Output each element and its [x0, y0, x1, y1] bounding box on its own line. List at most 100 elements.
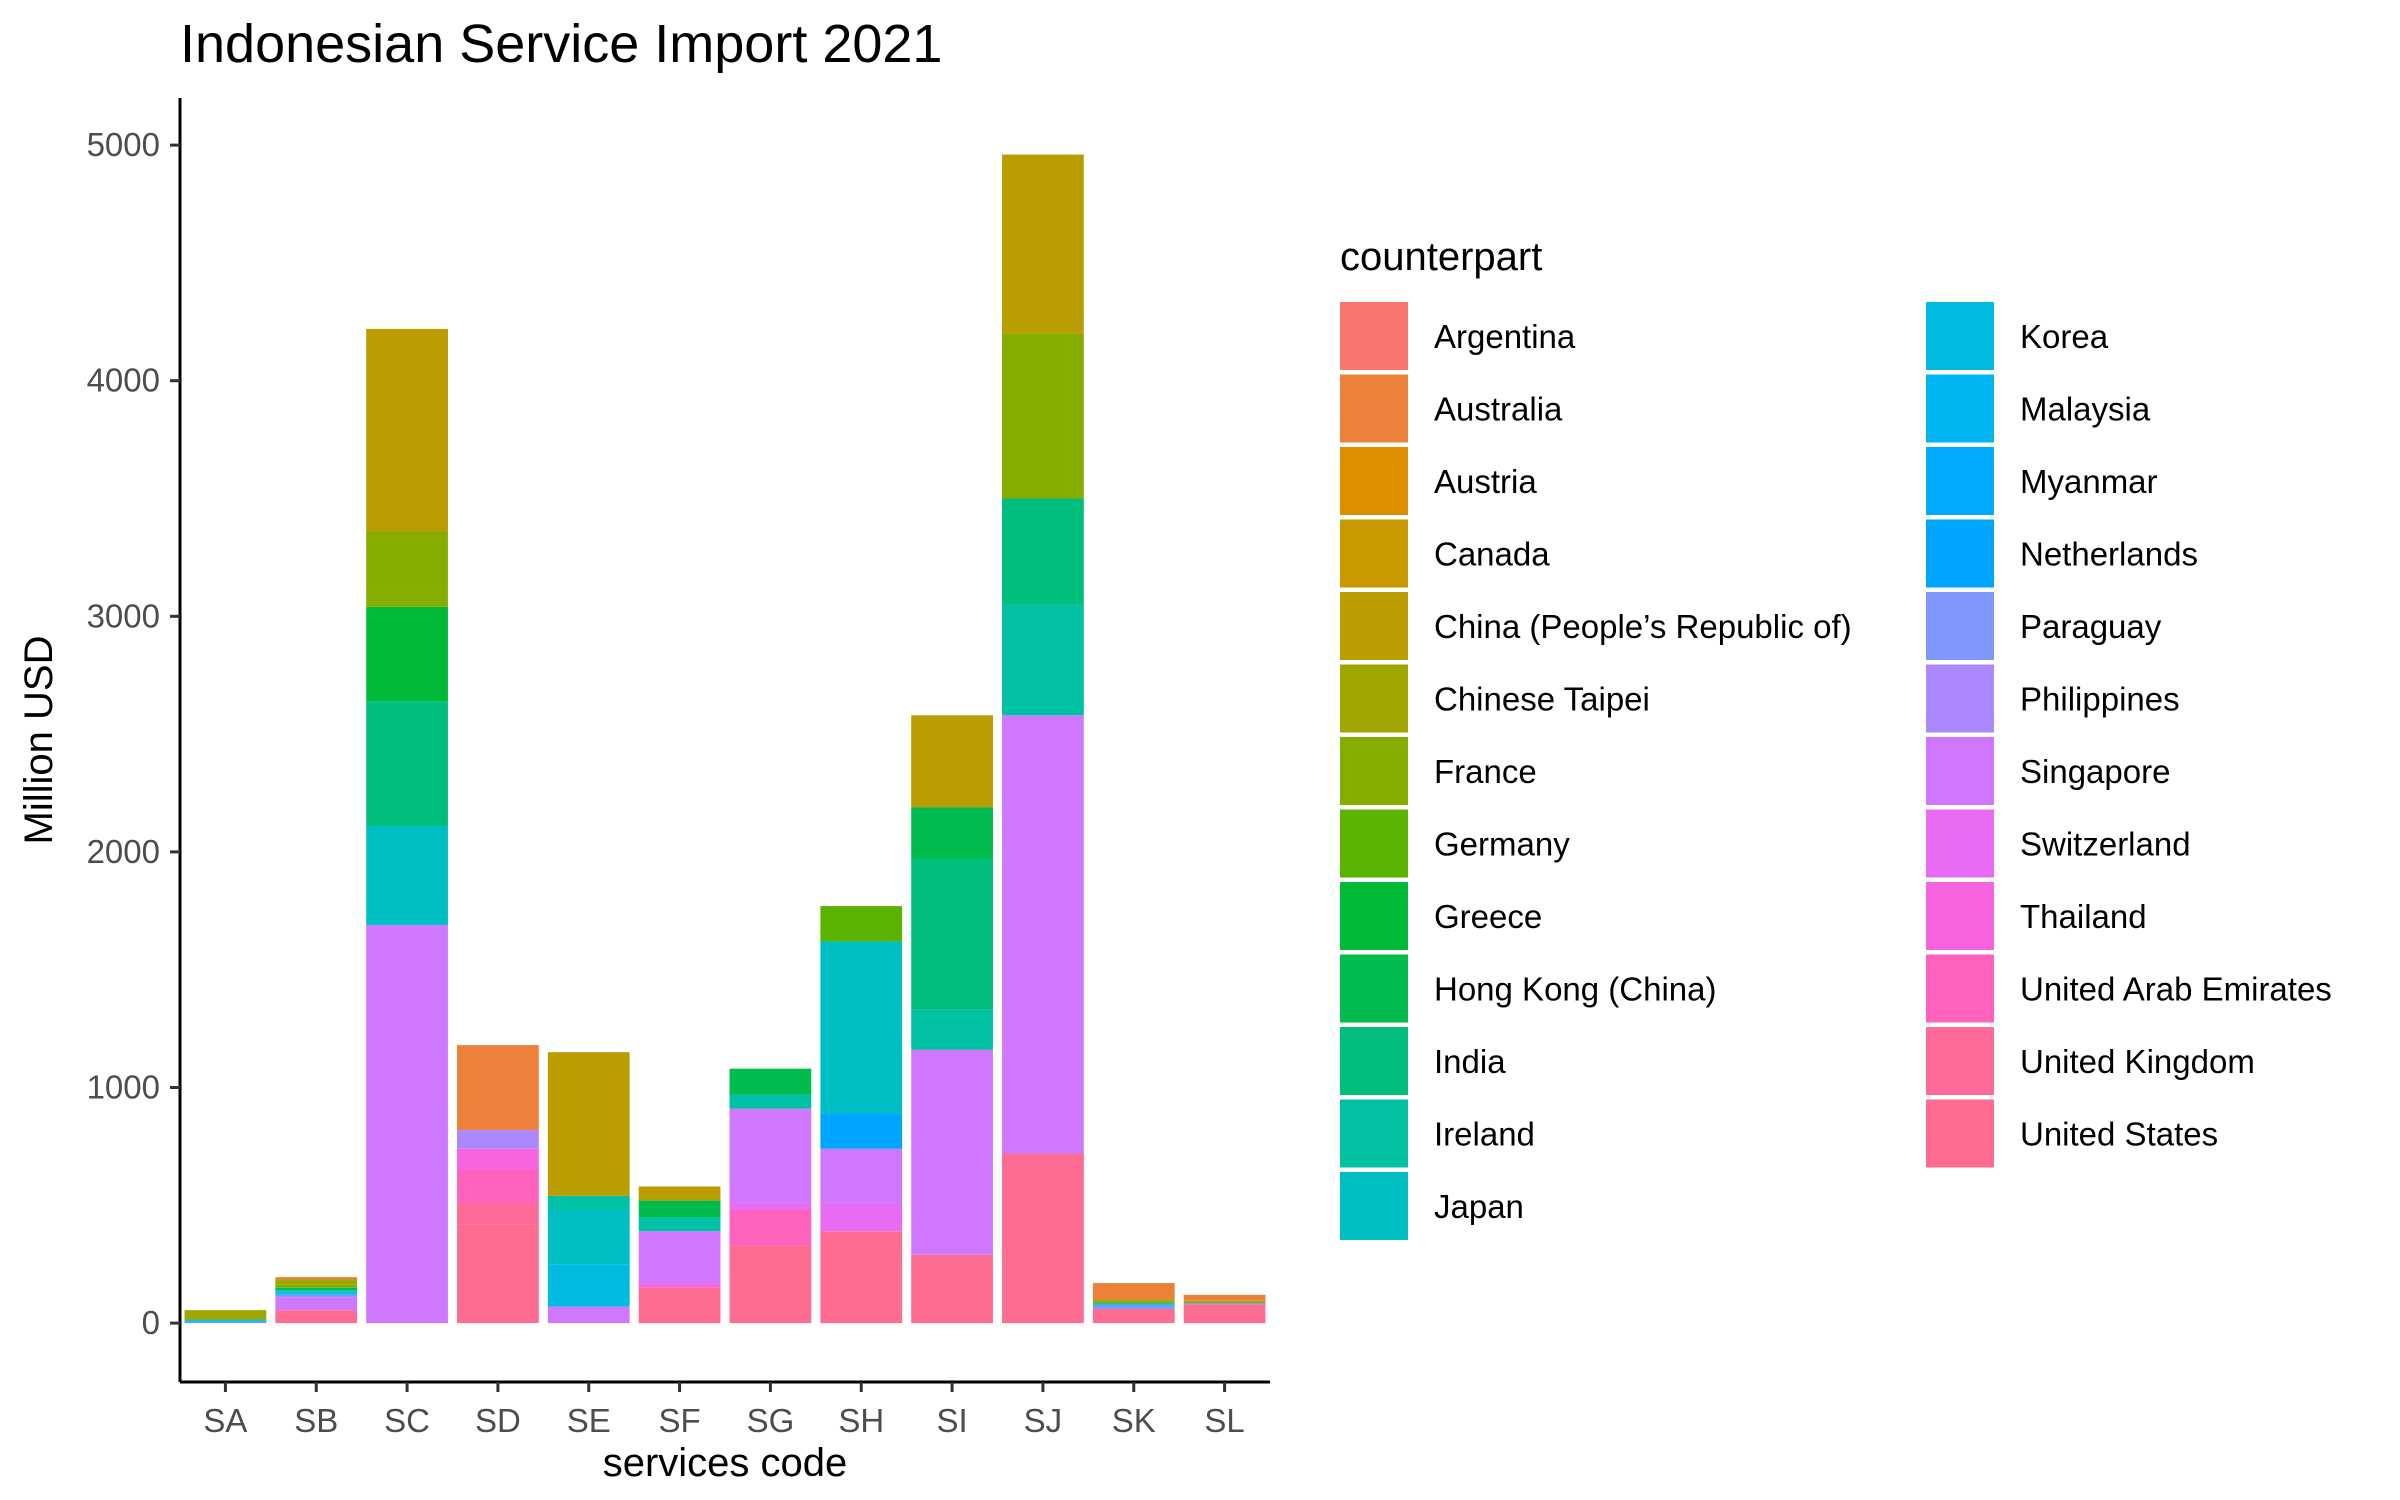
bar-sc-greece: [366, 606, 448, 702]
legend-key-korea: [1926, 302, 1994, 370]
bar-sk-paraguay: [1092, 1305, 1175, 1309]
legend-label-hong-kong-china: Hong Kong (China): [1434, 971, 1717, 1008]
bar-sb-hong-kong-china: [275, 1287, 358, 1291]
legend-label-india: India: [1434, 1043, 1506, 1080]
legend-label-switzerland: Switzerland: [2020, 826, 2191, 863]
bar-si-united-states: [911, 1254, 993, 1324]
bar-sj-india: [1002, 498, 1084, 605]
legend-label-netherlands: Netherlands: [2020, 536, 2198, 573]
bar-sd-australia: [457, 1045, 539, 1130]
legend-key-australia: [1340, 374, 1408, 443]
bar-si-singapore: [911, 1049, 993, 1255]
legend: counterpart Argentina Australia Austria Can…: [1340, 235, 2332, 1240]
legend-key-paraguay: [1926, 592, 1994, 660]
bar-sj-france: [1002, 333, 1084, 499]
bar-sh-japan: [820, 941, 903, 1114]
legend-title: counterpart: [1340, 235, 1542, 279]
x-tick-label: SF: [658, 1402, 700, 1439]
legend-key-switzerland: [1926, 809, 1994, 878]
y-tick-label: 2000: [87, 833, 160, 870]
bar-sb-malaysia: [275, 1293, 358, 1295]
bar-sg-singapore: [729, 1108, 812, 1203]
bar-se-singapore: [547, 1306, 630, 1324]
legend-label-korea: Korea: [2020, 318, 2109, 355]
x-axis-ticks: SA SB SC SD SE SF SG SH SI SJ SK SL: [203, 1382, 1245, 1439]
legend-label-japan: Japan: [1434, 1188, 1524, 1225]
bar-sf-hong-kong-china: [638, 1200, 721, 1218]
legend-label-greece: Greece: [1434, 898, 1542, 935]
legend-label-philippines: Philippines: [2020, 681, 2180, 718]
bar-sb-australia: [275, 1277, 358, 1280]
bar-sj-singapore: [1002, 715, 1084, 1154]
bar-sc-china-people-s-republic-of: [366, 328, 448, 532]
x-tick-label: SJ: [1024, 1402, 1063, 1439]
bar-sb-paraguay: [275, 1294, 358, 1297]
x-tick-label: SL: [1204, 1402, 1244, 1439]
bar-sc-france: [366, 531, 448, 607]
legend-key-united-arab-emirates: [1926, 954, 1994, 1023]
chart-title: Indonesian Service Import 2021: [180, 14, 942, 74]
bar-sh-singapore: [820, 1148, 903, 1203]
bar-sh-germany: [820, 906, 903, 942]
bar-sk-japan: [1092, 1303, 1175, 1305]
legend-key-thailand: [1926, 882, 1994, 950]
bar-sa-korea: [184, 1319, 267, 1321]
bar-sb-ireland: [275, 1290, 358, 1292]
bar-sl-australia: [1183, 1294, 1266, 1301]
legend-label-ireland: Ireland: [1434, 1116, 1535, 1153]
y-tick-label: 1000: [87, 1069, 160, 1106]
bar-sb-chinese-taipei: [275, 1279, 358, 1285]
bar-se-korea: [547, 1264, 630, 1307]
legend-label-australia: Australia: [1434, 391, 1563, 428]
legend-key-united-states: [1926, 1099, 1994, 1168]
bar-sl-chinese-taipei: [1183, 1300, 1266, 1302]
bar-sb-singapore: [275, 1297, 358, 1311]
bar-sd-united-kingdom: [457, 1202, 539, 1225]
bar-sh-switzerland: [820, 1202, 903, 1232]
x-tick-label: SG: [747, 1402, 795, 1439]
bar-sh-united-states: [820, 1231, 903, 1324]
bar-si-ireland: [911, 1009, 993, 1050]
bar-sj-united-states: [1002, 1153, 1084, 1324]
bar-sf-thailand: [638, 1283, 721, 1288]
legend-label-paraguay: Paraguay: [2020, 608, 2162, 645]
y-tick-label: 4000: [87, 362, 160, 399]
legend-label-canada: Canada: [1434, 536, 1550, 573]
legend-key-malaysia: [1926, 374, 1994, 443]
y-axis-title: Million USD: [17, 636, 61, 845]
bar-sc-singapore: [366, 924, 448, 1324]
bar-sg-hong-kong-china: [729, 1068, 812, 1095]
x-tick-label: SB: [294, 1402, 338, 1439]
bars-layer: [184, 154, 1266, 1324]
bar-sa-chinese-taipei: [184, 1310, 267, 1320]
legend-label-argentina: Argentina: [1434, 318, 1576, 355]
bar-sj-ireland: [1002, 604, 1084, 716]
legend-key-myanmar: [1926, 447, 1994, 515]
bar-sk-malaysia: [1092, 1304, 1175, 1306]
y-tick-label: 5000: [87, 126, 160, 163]
legend-key-philippines: [1926, 664, 1994, 733]
bar-sd-united-states: [457, 1224, 539, 1324]
x-tick-label: SD: [475, 1402, 521, 1439]
bar-se-china-people-s-republic-of: [547, 1052, 630, 1196]
bar-sd-united-arab-emirates: [457, 1169, 539, 1203]
bar-sb-united-states: [275, 1310, 358, 1324]
legend-key-canada: [1340, 519, 1408, 588]
bar-sf-china-people-s-republic-of: [638, 1186, 721, 1201]
bar-se-japan: [547, 1210, 630, 1265]
bar-sg-united-arab-emirates: [729, 1210, 812, 1246]
legend-key-france: [1340, 737, 1408, 805]
legend-label-singapore: Singapore: [2020, 753, 2170, 790]
bar-si-china-people-s-republic-of: [911, 715, 993, 808]
legend-key-ireland: [1340, 1099, 1408, 1168]
bar-si-hong-kong-china: [911, 807, 993, 859]
x-tick-label: SC: [384, 1402, 430, 1439]
legend-key-japan: [1340, 1172, 1408, 1240]
bar-sl-paraguay: [1183, 1303, 1266, 1305]
legend-label-united-states: United States: [2020, 1116, 2218, 1153]
legend-key-china-people-s-republic-of: [1340, 592, 1408, 660]
bar-sc-japan: [366, 825, 448, 925]
legend-label-germany: Germany: [1434, 826, 1570, 863]
y-tick-label: 0: [142, 1304, 160, 1341]
